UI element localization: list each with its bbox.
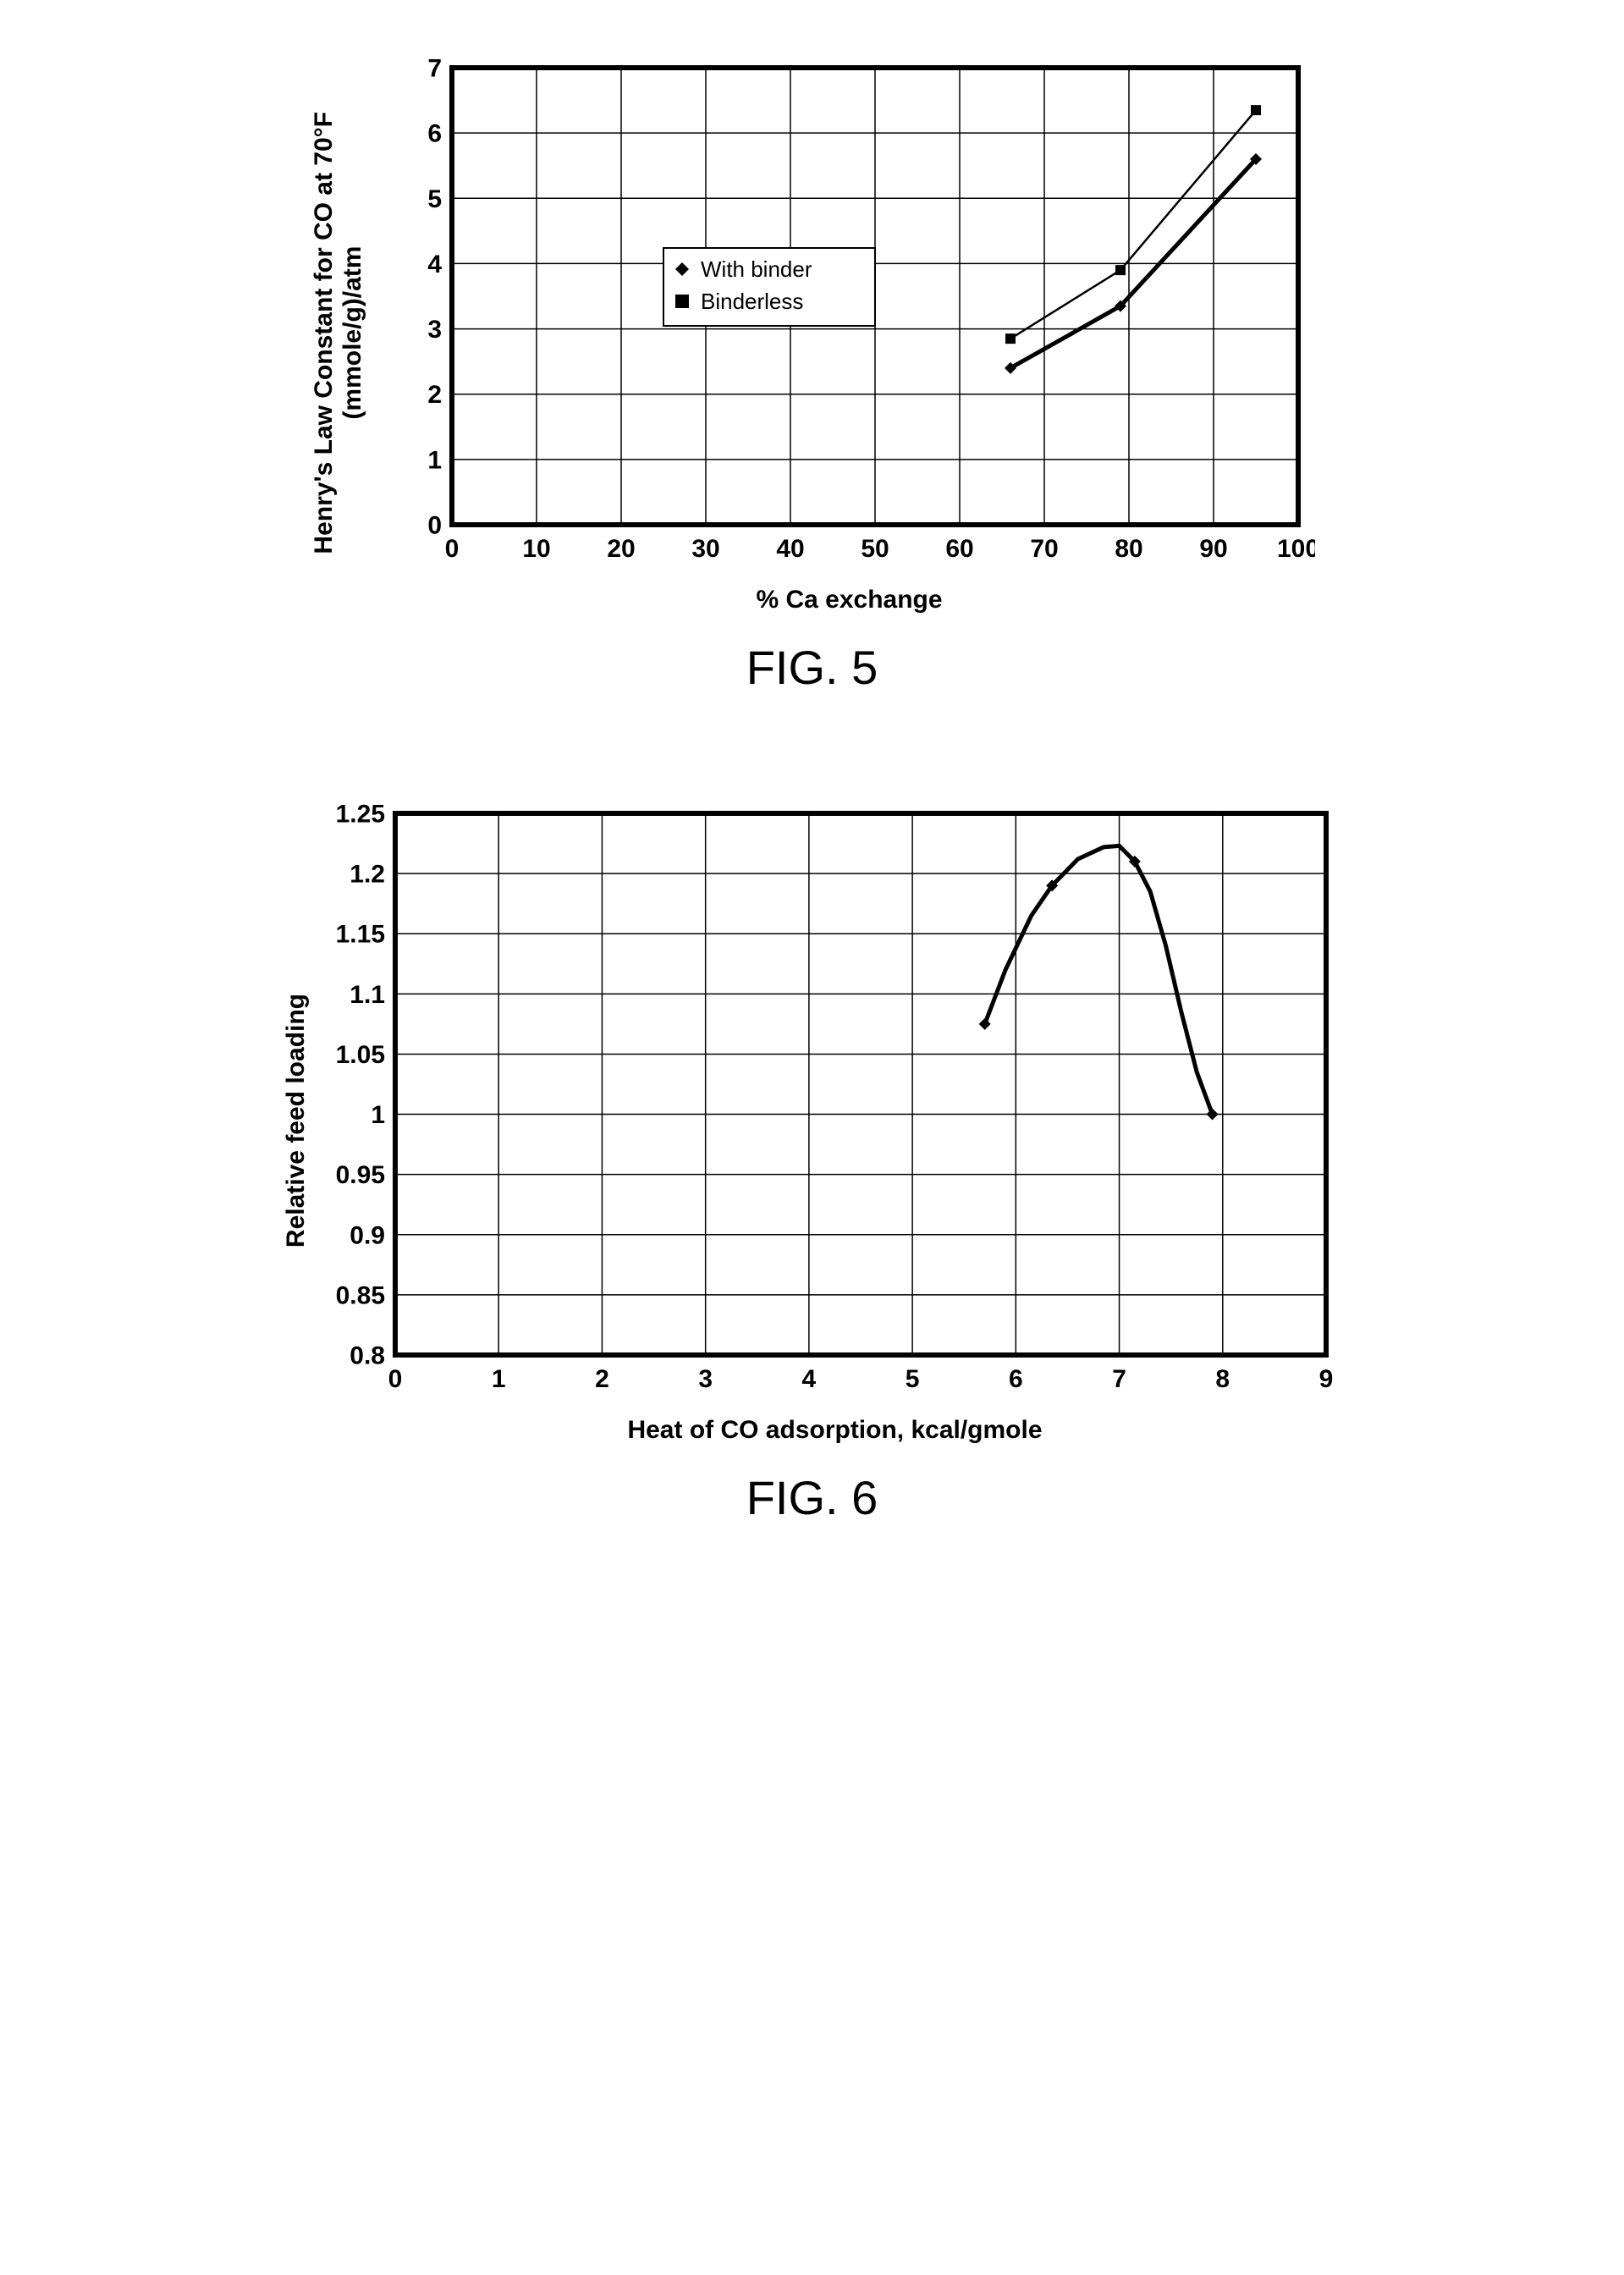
svg-text:1.15: 1.15 — [335, 921, 384, 949]
fig6-plot: 0 1 2 3 4 5 6 7 8 9 0.8 0.85 0.9 0.95 1 1.05 1.1 1.15 1.2 1… — [328, 796, 1343, 1406]
svg-text:4: 4 — [801, 1365, 816, 1393]
svg-text:2: 2 — [427, 381, 442, 409]
svg-text:5: 5 — [905, 1365, 919, 1393]
svg-text:7: 7 — [427, 55, 442, 83]
svg-text:0.85: 0.85 — [335, 1281, 384, 1309]
svg-text:1: 1 — [371, 1101, 385, 1129]
fig5-title: FIG. 5 — [220, 640, 1405, 695]
fig6-xlabel: Heat of CO adsorption, kcal/gmole — [328, 1416, 1343, 1445]
svg-text:3: 3 — [427, 316, 442, 344]
svg-text:1.05: 1.05 — [335, 1041, 384, 1069]
svg-text:1.25: 1.25 — [335, 801, 384, 829]
svg-text:Binderless: Binderless — [701, 289, 803, 314]
svg-text:0: 0 — [444, 535, 459, 563]
svg-text:1: 1 — [427, 446, 442, 474]
svg-text:1.2: 1.2 — [350, 861, 385, 889]
svg-text:With binder: With binder — [701, 256, 812, 282]
svg-text:30: 30 — [691, 535, 719, 563]
svg-text:40: 40 — [776, 535, 804, 563]
svg-text:10: 10 — [522, 535, 550, 563]
svg-text:0: 0 — [427, 512, 442, 540]
fig6-plot-container: 0 1 2 3 4 5 6 7 8 9 0.8 0.85 0.9 0.95 1 1.05 1.1 1.15 1.2 1… — [328, 796, 1343, 1445]
svg-text:0.95: 0.95 — [335, 1161, 384, 1189]
svg-text:6: 6 — [1008, 1365, 1022, 1393]
svg-text:5: 5 — [427, 185, 442, 213]
svg-text:70: 70 — [1030, 535, 1058, 563]
svg-text:2: 2 — [595, 1365, 609, 1393]
fig5-ylabel: Henry's Law Constant for CO at 70°F (mmo… — [310, 112, 367, 554]
svg-text:6: 6 — [427, 120, 442, 148]
svg-text:20: 20 — [607, 535, 635, 563]
fig6-title: FIG. 6 — [220, 1470, 1405, 1525]
svg-text:3: 3 — [698, 1365, 713, 1393]
svg-text:0.9: 0.9 — [350, 1221, 385, 1249]
fig6-chart-wrap: Relative feed loading 01234567890.80.850… — [220, 796, 1405, 1445]
fig5-xlabel: % Ca exchange — [384, 586, 1315, 614]
svg-text:0: 0 — [388, 1365, 402, 1393]
svg-text:1.1: 1.1 — [350, 981, 385, 1009]
figure-6: Relative feed loading 01234567890.80.850… — [220, 796, 1405, 1525]
svg-text:7: 7 — [1112, 1365, 1126, 1393]
svg-text:1: 1 — [491, 1365, 505, 1393]
fig5-chart-wrap: Henry's Law Constant for CO at 70°F (mmo… — [220, 51, 1405, 614]
svg-text:90: 90 — [1199, 535, 1227, 563]
fig5-plot: 0 10 20 30 40 50 60 70 80 90 100 0 1 2 3 4 5 6 7 With binde… — [384, 51, 1315, 576]
svg-text:50: 50 — [861, 535, 889, 563]
svg-text:100: 100 — [1276, 535, 1314, 563]
svg-text:8: 8 — [1215, 1365, 1230, 1393]
figure-5: Henry's Law Constant for CO at 70°F (mmo… — [220, 51, 1405, 695]
fig6-ylabel: Relative feed loading — [282, 994, 311, 1248]
svg-text:0.8: 0.8 — [350, 1342, 385, 1370]
svg-text:9: 9 — [1318, 1365, 1333, 1393]
svg-text:60: 60 — [945, 535, 973, 563]
fig5-plot-container: 0 10 20 30 40 50 60 70 80 90 100 0 1 2 3 4 5 6 7 With binde… — [384, 51, 1315, 614]
svg-text:4: 4 — [427, 251, 442, 278]
svg-text:80: 80 — [1115, 535, 1142, 563]
